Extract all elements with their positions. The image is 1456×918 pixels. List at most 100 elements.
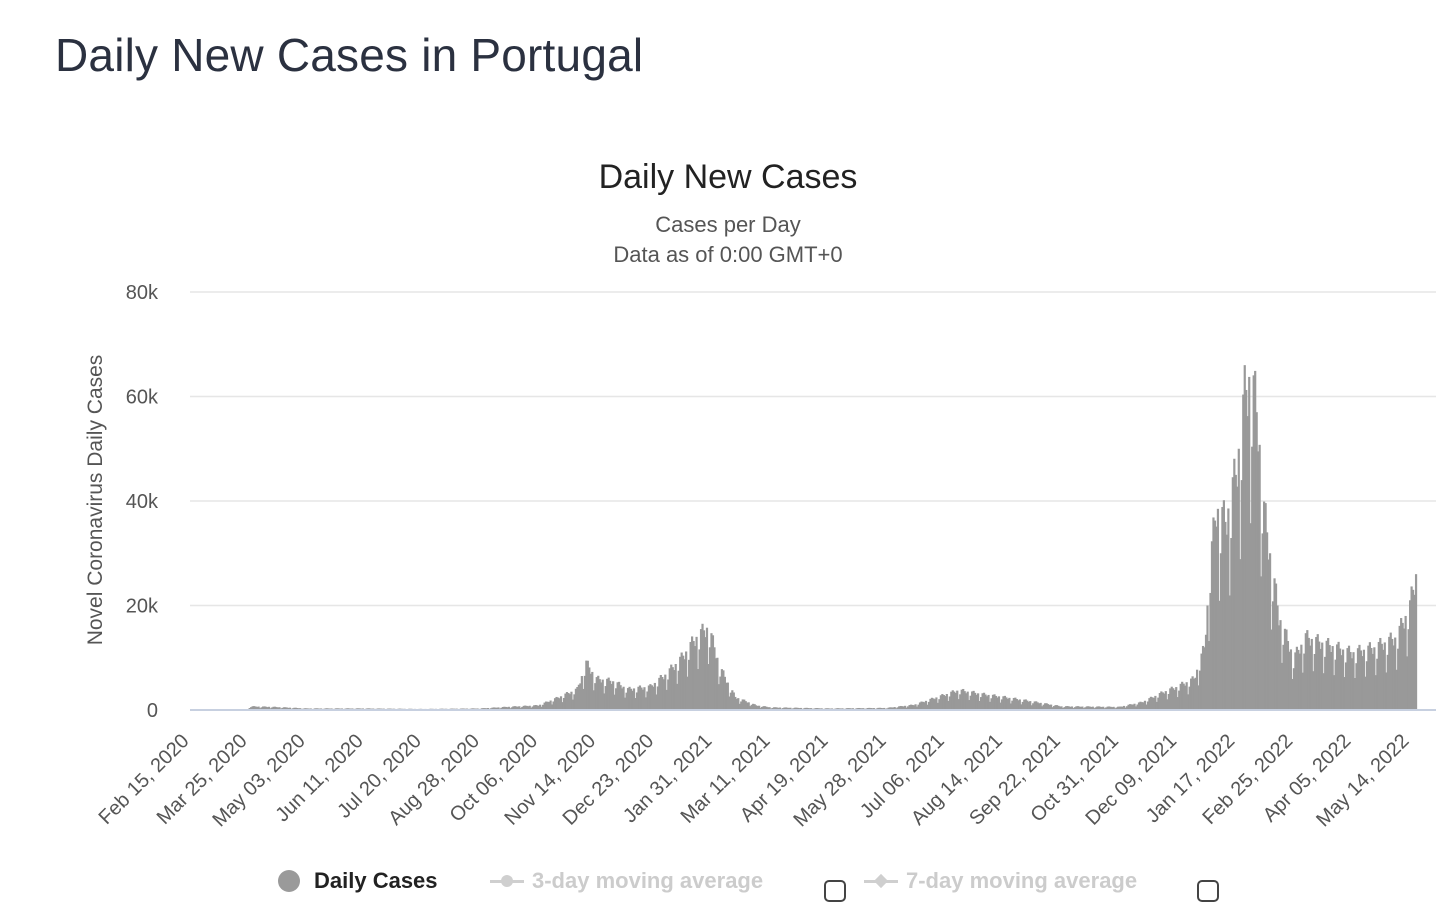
bar xyxy=(904,705,907,710)
bar xyxy=(1338,648,1342,710)
bar xyxy=(1166,699,1169,710)
bar xyxy=(750,704,753,710)
bar xyxy=(1118,706,1121,710)
bar xyxy=(1414,574,1418,710)
bar xyxy=(1409,600,1412,710)
bar xyxy=(1060,706,1063,710)
bar xyxy=(893,707,896,710)
bar xyxy=(1347,645,1351,710)
bar xyxy=(497,707,500,710)
bar xyxy=(1002,696,1005,710)
bar xyxy=(1097,706,1100,710)
bar xyxy=(531,706,534,710)
bar xyxy=(556,697,560,710)
legend-item-7-day-average[interactable]: 7-day moving average xyxy=(864,868,1137,894)
bar xyxy=(1112,706,1115,710)
bar xyxy=(1018,699,1021,710)
bar xyxy=(1195,669,1199,710)
bar xyxy=(905,707,908,710)
bar xyxy=(1355,663,1358,710)
bar xyxy=(1245,389,1248,710)
legend-item-3-day-average[interactable]: 3-day moving average xyxy=(490,868,763,894)
bar xyxy=(1075,706,1078,710)
bar xyxy=(1207,641,1211,710)
bar xyxy=(513,706,516,710)
bar xyxy=(664,674,667,710)
bar xyxy=(950,691,953,710)
bar xyxy=(629,688,633,710)
bar xyxy=(565,692,569,710)
bar xyxy=(1142,702,1145,710)
bar xyxy=(765,706,768,710)
bar xyxy=(1121,706,1124,710)
bar xyxy=(1300,644,1303,710)
bar xyxy=(588,667,591,710)
bar xyxy=(558,698,561,710)
bar xyxy=(598,679,601,710)
bar xyxy=(1210,541,1214,710)
bar xyxy=(911,704,914,710)
bar xyxy=(567,693,570,710)
bar xyxy=(1149,696,1153,710)
bar xyxy=(1333,675,1336,710)
bar xyxy=(1181,681,1184,710)
bar xyxy=(1124,707,1127,710)
bar xyxy=(1184,685,1187,710)
chart-subtitle-line-2: Data as of 0:00 GMT+0 xyxy=(613,242,843,267)
bar xyxy=(1169,688,1172,710)
bar xyxy=(1254,370,1257,710)
bar xyxy=(256,706,259,710)
bar xyxy=(889,707,892,710)
bar xyxy=(1130,704,1133,710)
bar xyxy=(1173,689,1176,710)
bar xyxy=(1291,678,1294,710)
bar xyxy=(719,676,722,710)
legend-item-daily-cases[interactable]: Daily Cases xyxy=(278,868,438,894)
bar xyxy=(1167,693,1170,710)
bar xyxy=(906,706,910,710)
bar xyxy=(1187,694,1190,710)
bar xyxy=(1161,692,1164,710)
bar xyxy=(1212,517,1215,710)
bar xyxy=(504,706,507,710)
bar xyxy=(1087,706,1090,710)
bar xyxy=(1084,707,1087,710)
legend-dot-icon xyxy=(278,870,300,892)
bar xyxy=(1343,677,1346,710)
bar xyxy=(1115,707,1118,710)
bar xyxy=(987,694,990,710)
checkbox-3-day-average[interactable] xyxy=(824,880,846,902)
bar xyxy=(723,676,726,710)
bar xyxy=(1268,553,1272,710)
bar xyxy=(573,694,576,710)
bar xyxy=(1373,647,1376,710)
bar xyxy=(582,688,585,710)
bar xyxy=(1017,700,1020,710)
bar xyxy=(1371,653,1374,710)
bar xyxy=(994,695,998,710)
bar xyxy=(631,690,634,710)
bar xyxy=(272,706,275,710)
bar xyxy=(689,641,692,710)
bar xyxy=(1006,698,1010,710)
bar xyxy=(562,697,566,710)
bar xyxy=(985,696,989,710)
bar xyxy=(1111,707,1114,710)
bar xyxy=(628,686,631,710)
bar xyxy=(902,706,905,710)
bar xyxy=(646,691,649,710)
bar xyxy=(701,623,704,710)
bar xyxy=(1413,594,1416,710)
bar xyxy=(649,684,652,710)
bar xyxy=(981,693,984,710)
checkbox-7-day-average[interactable] xyxy=(1197,880,1219,902)
bar xyxy=(1191,676,1194,710)
bar xyxy=(1398,625,1401,710)
bar xyxy=(962,688,965,710)
bar xyxy=(1030,705,1033,710)
bar xyxy=(726,682,729,710)
bar xyxy=(1185,682,1188,710)
bar xyxy=(1051,707,1054,710)
bar xyxy=(927,701,931,710)
bar xyxy=(1292,668,1296,710)
